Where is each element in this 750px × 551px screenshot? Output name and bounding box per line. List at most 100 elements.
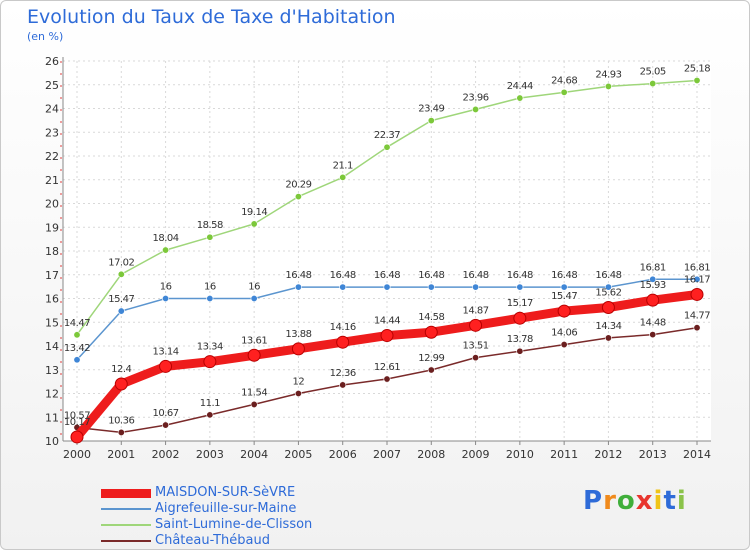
data-point <box>516 347 524 355</box>
y-tick-label: 23 <box>45 126 59 139</box>
y-tick-label: 20 <box>45 198 59 211</box>
data-point <box>383 143 391 151</box>
data-point <box>690 287 704 301</box>
data-point <box>117 428 125 436</box>
data-label: 14.77 <box>684 311 710 322</box>
data-point <box>117 307 125 315</box>
data-point <box>339 283 347 291</box>
chart-subtitle: (en %) <box>27 30 64 43</box>
data-point <box>560 88 568 96</box>
data-label: 16.48 <box>551 270 577 281</box>
data-label: 15.17 <box>507 298 533 309</box>
data-label: 11.1 <box>200 398 220 409</box>
data-point <box>70 430 84 444</box>
data-point <box>516 283 524 291</box>
data-label: 18.04 <box>153 233 179 244</box>
data-point <box>73 356 81 364</box>
data-labels-layer: 10.57 10.36 10.67 11.1 11.54 12 12.36 12.61 12.9… <box>64 63 711 428</box>
data-label: 16.48 <box>330 270 356 281</box>
legend-item-saint-lumine[interactable]: Saint-Lumine-de-Clisson <box>101 517 361 533</box>
x-tick-label: 2003 <box>196 448 224 461</box>
y-tick-label: 26 <box>45 55 59 68</box>
data-label: 21.1 <box>333 160 353 171</box>
x-tick-label: 2013 <box>639 448 667 461</box>
x-tick-label: 2002 <box>152 448 180 461</box>
data-point <box>693 275 701 283</box>
data-point <box>560 341 568 349</box>
x-tick-label: 2005 <box>284 448 312 461</box>
data-label: 16.48 <box>463 270 489 281</box>
data-label: 15.62 <box>595 288 621 299</box>
y-tick-label: 25 <box>45 79 59 92</box>
logo-letter: r <box>603 486 617 516</box>
legend-item-chateau-thebaud[interactable]: Château-Thébaud <box>101 533 361 549</box>
data-label: 16.48 <box>507 270 533 281</box>
data-label: 13.14 <box>153 346 179 357</box>
data-label: 16.48 <box>374 270 400 281</box>
data-label: 12 <box>293 377 305 388</box>
logo-letter: x <box>635 486 654 516</box>
series-layer <box>70 76 704 444</box>
data-point <box>693 76 701 84</box>
data-point <box>162 421 170 429</box>
data-label: 13.78 <box>507 334 533 345</box>
data-point <box>560 283 568 291</box>
data-label: 13.34 <box>197 342 223 353</box>
y-tick-label: 19 <box>45 221 59 234</box>
data-label: 17.02 <box>108 257 134 268</box>
data-point <box>380 329 394 343</box>
chart-title: Evolution du Taux de Taxe d'Habitation <box>27 6 396 28</box>
data-label: 14.48 <box>640 318 666 329</box>
legend-item-aigrefeuille[interactable]: Aigrefeuille-sur-Maine <box>101 501 361 517</box>
y-tick-label: 21 <box>45 174 59 187</box>
data-point <box>601 301 615 315</box>
proxiti-logo[interactable]: Proxiti <box>583 486 687 516</box>
data-point <box>427 366 435 374</box>
data-point <box>206 294 214 302</box>
data-point <box>469 318 483 332</box>
legend-item-maisdon[interactable]: MAISDON-SUR-SèVRE <box>101 485 361 501</box>
data-point <box>383 375 391 383</box>
legend-label-aigrefeuille: Aigrefeuille-sur-Maine <box>155 501 297 516</box>
y-tick-label: 11 <box>45 411 59 424</box>
x-tick-label: 2007 <box>373 448 401 461</box>
data-point <box>693 324 701 332</box>
data-point <box>649 275 657 283</box>
data-label: 23.96 <box>463 92 489 103</box>
y-tick-label: 16 <box>45 293 59 306</box>
x-tick-label: 2009 <box>462 448 490 461</box>
legend-swatch-maisdon <box>101 489 151 498</box>
data-label: 16.81 <box>684 262 710 273</box>
data-point <box>427 283 435 291</box>
data-point <box>604 82 612 90</box>
data-point <box>336 335 350 349</box>
data-label: 16.81 <box>640 262 666 273</box>
x-tick-label: 2000 <box>63 448 91 461</box>
data-label: 24.44 <box>507 81 533 92</box>
data-point <box>649 80 657 88</box>
data-point <box>294 389 302 397</box>
data-label: 13.42 <box>64 343 90 354</box>
data-label: 22.37 <box>374 130 400 141</box>
data-point <box>206 411 214 419</box>
data-point <box>472 354 480 362</box>
data-point <box>516 94 524 102</box>
data-point <box>206 233 214 241</box>
y-tick-label: 17 <box>45 269 59 282</box>
data-label: 12.61 <box>374 362 400 373</box>
data-point <box>294 193 302 201</box>
data-label: 10.17 <box>64 417 90 428</box>
data-label: 15.47 <box>551 291 577 302</box>
data-point <box>649 331 657 339</box>
logo-letter: i <box>676 486 687 516</box>
y-tick-label: 13 <box>45 364 59 377</box>
legend-label-maisdon: MAISDON-SUR-SèVRE <box>155 485 296 500</box>
data-point <box>73 331 81 339</box>
data-label: 16.48 <box>418 270 444 281</box>
data-label: 16.48 <box>595 270 621 281</box>
data-point <box>250 220 258 228</box>
data-point <box>339 381 347 389</box>
x-tick-label: 2012 <box>594 448 622 461</box>
x-tick-label: 2001 <box>107 448 135 461</box>
